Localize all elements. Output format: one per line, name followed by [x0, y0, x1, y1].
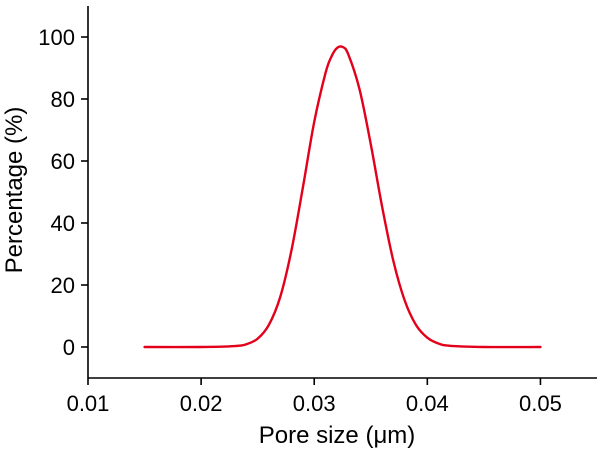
x-tick-label: 0.05 [519, 391, 562, 416]
series-line [143, 45, 542, 349]
y-axis: 0 20 40 60 80 100 [38, 6, 89, 378]
y-ticks: 0 20 40 60 80 100 [38, 25, 88, 360]
y-tick-label: 100 [38, 25, 75, 50]
y-tick-label: 20 [51, 273, 75, 298]
x-axis: 0.01 0.02 0.03 0.04 0.05 [67, 377, 597, 416]
y-tick-label: 80 [51, 87, 75, 112]
series-layer [143, 45, 542, 349]
y-tick-label: 0 [63, 335, 75, 360]
x-tick-label: 0.02 [180, 391, 223, 416]
x-tick-label: 0.04 [406, 391, 449, 416]
y-axis-title: Percentage (%) [1, 107, 28, 274]
x-tick-label: 0.03 [293, 391, 336, 416]
x-tick-label: 0.01 [67, 391, 110, 416]
y-tick-label: 60 [51, 149, 75, 174]
y-tick-label: 40 [51, 211, 75, 236]
x-axis-title: Pore size (μm) [259, 422, 416, 449]
x-ticks: 0.01 0.02 0.03 0.04 0.05 [67, 378, 562, 416]
